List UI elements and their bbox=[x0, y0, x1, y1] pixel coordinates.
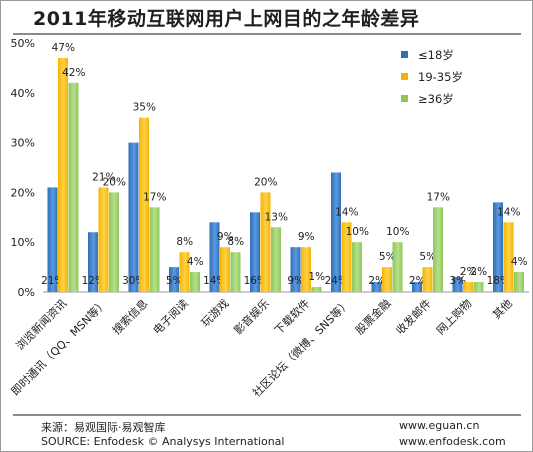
y-tick-label: 10% bbox=[11, 236, 35, 249]
bar bbox=[271, 227, 281, 292]
bar bbox=[290, 247, 301, 292]
x-tick-label: 电子阅读 bbox=[150, 296, 191, 337]
source-en: SOURCE: Enfodesk © Analysys Internationa… bbox=[41, 435, 285, 448]
x-tick-label: 其他 bbox=[490, 297, 515, 322]
data-label: 8% bbox=[176, 236, 193, 248]
bar bbox=[98, 187, 109, 292]
data-label: 9% bbox=[298, 231, 315, 243]
bar bbox=[514, 272, 524, 292]
x-tick-label: 网上购物 bbox=[433, 296, 474, 337]
legend-swatch bbox=[401, 73, 408, 80]
data-label: 9% bbox=[217, 231, 234, 243]
data-label: 20% bbox=[103, 176, 126, 188]
y-tick-label: 20% bbox=[11, 186, 35, 199]
bar bbox=[392, 242, 403, 292]
x-tick-label: 下载软件 bbox=[271, 296, 312, 337]
x-tick-label: 股票金融 bbox=[352, 296, 393, 337]
bar bbox=[169, 267, 179, 292]
bar-chart: 0%10%20%30%40%50%21%47%42%浏览新闻资讯12%21%20… bbox=[8, 37, 529, 400]
bar bbox=[68, 82, 79, 292]
bar bbox=[341, 222, 352, 292]
data-label: 5% bbox=[419, 251, 436, 263]
bar bbox=[88, 232, 98, 292]
title-divider bbox=[13, 33, 521, 35]
bar bbox=[149, 207, 160, 292]
x-tick-label: 搜索信息 bbox=[109, 296, 150, 337]
legend-label: ≥36岁 bbox=[418, 92, 454, 106]
chart-title: 2011年移动互联网用户上网目的之年龄差异 bbox=[33, 8, 420, 30]
bar bbox=[503, 222, 514, 292]
bar bbox=[473, 282, 484, 292]
data-label: 2% bbox=[409, 275, 426, 287]
bar bbox=[47, 187, 58, 292]
bar bbox=[220, 247, 230, 292]
y-tick-label: 50% bbox=[11, 37, 35, 50]
bar bbox=[128, 142, 139, 292]
data-label: 10% bbox=[346, 226, 369, 238]
data-label: 42% bbox=[62, 67, 85, 79]
data-label: 5% bbox=[379, 251, 396, 263]
bar bbox=[352, 242, 362, 292]
bar bbox=[230, 252, 241, 292]
data-label: 47% bbox=[52, 42, 75, 54]
data-label: 2% bbox=[460, 266, 477, 278]
bar bbox=[422, 267, 433, 292]
x-tick-label: 玩游戏 bbox=[199, 297, 232, 330]
data-label: 9% bbox=[287, 275, 304, 287]
bar bbox=[190, 272, 200, 292]
website-enfodesk[interactable]: www.enfodesk.com bbox=[399, 435, 506, 448]
bar bbox=[260, 192, 271, 292]
data-label: 17% bbox=[143, 191, 166, 203]
data-label: 8% bbox=[227, 236, 244, 248]
data-label: 13% bbox=[265, 211, 288, 223]
data-label: 2% bbox=[470, 266, 487, 278]
legend-label: ≤18岁 bbox=[418, 48, 454, 62]
data-label: 4% bbox=[511, 256, 528, 268]
bar bbox=[139, 117, 149, 292]
data-label: 17% bbox=[427, 191, 450, 203]
data-label: 14% bbox=[335, 206, 358, 218]
bar bbox=[433, 207, 443, 292]
data-label: 1% bbox=[308, 271, 325, 283]
x-tick-label: 影音娱乐 bbox=[231, 296, 272, 337]
footer-divider bbox=[13, 414, 521, 416]
legend-swatch bbox=[401, 95, 408, 102]
bar bbox=[209, 222, 220, 292]
data-label: 2% bbox=[368, 275, 385, 287]
bar bbox=[109, 192, 119, 292]
legend-swatch bbox=[401, 51, 408, 58]
bar bbox=[331, 172, 341, 292]
bar bbox=[452, 277, 463, 292]
data-label: 5% bbox=[166, 275, 183, 287]
data-label: 10% bbox=[386, 226, 409, 238]
data-label: 21% bbox=[92, 171, 115, 183]
y-tick-label: 40% bbox=[11, 87, 35, 100]
data-label: 3% bbox=[449, 275, 466, 287]
source-cn: 来源：易观国际·易观智库 bbox=[41, 421, 166, 434]
bar bbox=[463, 282, 473, 292]
y-tick-label: 30% bbox=[11, 137, 35, 150]
bar bbox=[382, 267, 392, 292]
bar bbox=[179, 252, 190, 292]
bar bbox=[371, 282, 382, 292]
website-eguan[interactable]: www.eguan.cn bbox=[399, 419, 480, 432]
bar bbox=[250, 212, 260, 292]
legend-label: 19-35岁 bbox=[418, 70, 463, 84]
data-label: 4% bbox=[187, 256, 204, 268]
bar bbox=[301, 247, 311, 292]
bar bbox=[412, 282, 422, 292]
bar bbox=[493, 202, 503, 292]
data-label: 20% bbox=[254, 176, 277, 188]
data-label: 14% bbox=[497, 206, 520, 218]
data-label: 35% bbox=[133, 102, 156, 114]
x-tick-label: 收发邮件 bbox=[393, 296, 434, 337]
bar bbox=[311, 287, 322, 292]
bar bbox=[58, 57, 68, 292]
y-tick-label: 0% bbox=[18, 286, 35, 299]
